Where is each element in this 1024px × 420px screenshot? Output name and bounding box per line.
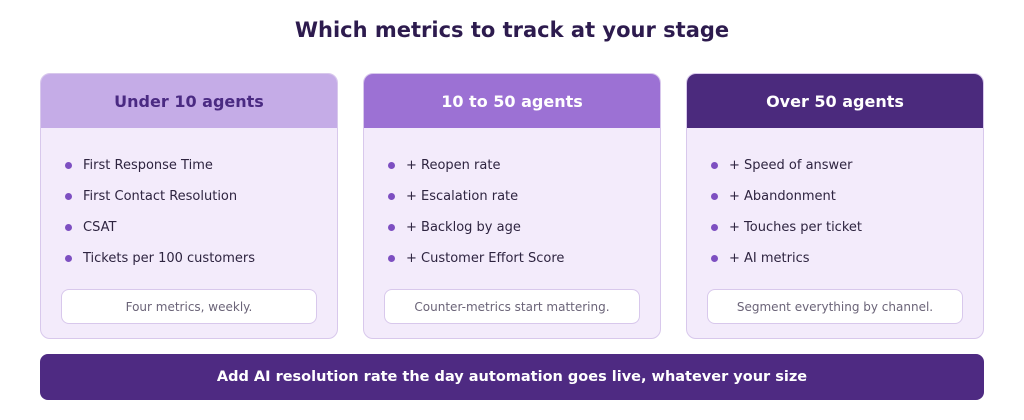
metric-label: + Backlog by age xyxy=(406,220,521,235)
list-item: + Backlog by age xyxy=(388,212,660,243)
list-item: Tickets per 100 customers xyxy=(65,243,337,274)
metric-label: + AI metrics xyxy=(729,251,810,266)
metric-label: Tickets per 100 customers xyxy=(83,251,256,266)
metric-label: + Reopen rate xyxy=(406,158,501,173)
card-header: Over 50 agents xyxy=(687,74,983,128)
bullet-icon xyxy=(65,255,72,262)
list-item: + Abandonment xyxy=(711,181,983,212)
bullet-icon xyxy=(65,162,72,169)
page-title: Which metrics to track at your stage xyxy=(294,18,730,42)
list-item: First Contact Resolution xyxy=(65,181,337,212)
metric-label: + Abandonment xyxy=(729,189,836,204)
metric-label: + Escalation rate xyxy=(406,189,519,204)
metric-list: + Speed of answer + Abandonment + Touche… xyxy=(687,128,983,274)
metric-label: + Speed of answer xyxy=(729,158,853,173)
stage-cards: Under 10 agents First Response Time Firs… xyxy=(40,73,984,339)
list-item: + AI metrics xyxy=(711,243,983,274)
footer-banner: Add AI resolution rate the day automatio… xyxy=(40,354,984,400)
card-note: Counter-metrics start mattering. xyxy=(384,289,640,324)
card-10-to-50-agents: 10 to 50 agents + Reopen rate + Escalati… xyxy=(363,73,661,339)
card-header: Under 10 agents xyxy=(41,74,337,128)
bullet-icon xyxy=(65,193,72,200)
list-item: + Speed of answer xyxy=(711,150,983,181)
metric-list: + Reopen rate + Escalation rate + Backlo… xyxy=(364,128,660,274)
card-over-50-agents: Over 50 agents + Speed of answer + Aband… xyxy=(686,73,984,339)
metric-label: CSAT xyxy=(83,220,117,235)
bullet-icon xyxy=(388,255,395,262)
list-item: + Touches per ticket xyxy=(711,212,983,243)
metric-list: First Response Time First Contact Resolu… xyxy=(41,128,337,274)
list-item: + Customer Effort Score xyxy=(388,243,660,274)
bullet-icon xyxy=(388,162,395,169)
bullet-icon xyxy=(711,162,718,169)
list-item: First Response Time xyxy=(65,150,337,181)
metric-label: + Touches per ticket xyxy=(729,220,862,235)
bullet-icon xyxy=(711,193,718,200)
list-item: CSAT xyxy=(65,212,337,243)
metric-label: + Customer Effort Score xyxy=(406,251,565,266)
bullet-icon xyxy=(711,255,718,262)
metric-label: First Contact Resolution xyxy=(83,189,238,204)
card-under-10-agents: Under 10 agents First Response Time Firs… xyxy=(40,73,338,339)
bullet-icon xyxy=(388,193,395,200)
list-item: + Escalation rate xyxy=(388,181,660,212)
bullet-icon xyxy=(711,224,718,231)
bullet-icon xyxy=(388,224,395,231)
metric-label: First Response Time xyxy=(83,158,213,173)
bullet-icon xyxy=(65,224,72,231)
card-header: 10 to 50 agents xyxy=(364,74,660,128)
card-note: Segment everything by channel. xyxy=(707,289,963,324)
card-note: Four metrics, weekly. xyxy=(61,289,317,324)
list-item: + Reopen rate xyxy=(388,150,660,181)
